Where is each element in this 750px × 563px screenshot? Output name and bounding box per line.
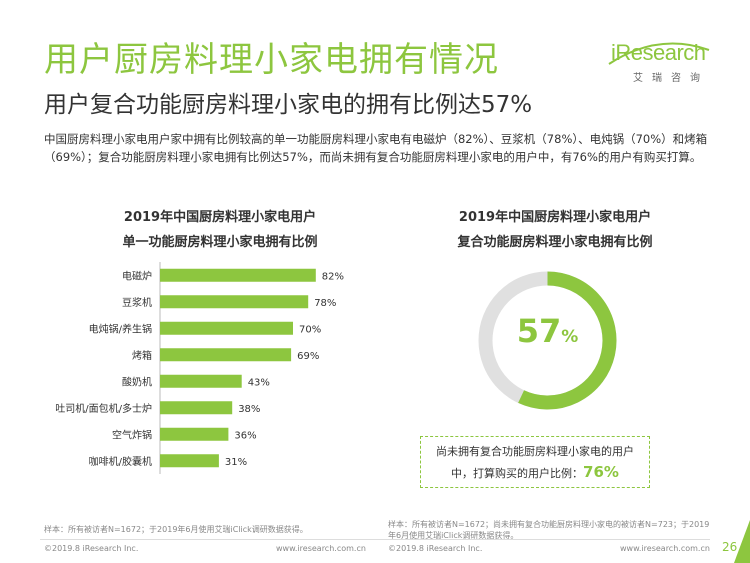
donut-slice-owned <box>518 271 617 410</box>
note-line-2-text: 中，打算购买的用户比例： <box>451 467 584 480</box>
footer-copyright-left: ©2019.8 iResearch Inc. <box>44 544 139 553</box>
donut-chart <box>478 271 617 410</box>
donut-center-number: 57 <box>516 312 562 350</box>
source-note-right: 样本：所有被访者N=1672；尚未拥有复合功能厨房料理小家电的被访者N=723；… <box>388 520 710 540</box>
bar-category-label: 空气炸锅 <box>112 428 152 441</box>
page-number: 26 <box>722 540 738 554</box>
bar-value-label: 31% <box>225 457 247 468</box>
bar <box>160 321 293 335</box>
bar-chart-title-line-1: 2019年中国厨房料理小家电用户 <box>123 210 317 225</box>
bar <box>160 401 233 415</box>
bar-value-label: 82% <box>322 271 344 282</box>
donut-center-label: 57% <box>475 312 620 350</box>
bar-category-label: 电炖锅/养生锅 <box>89 322 152 335</box>
bar <box>160 427 229 441</box>
bar-value-label: 36% <box>234 430 256 441</box>
bar-category-label: 酸奶机 <box>122 375 152 388</box>
source-note-left: 样本：所有被访者N=1672；于2019年6月使用艾瑞iClick调研数据获得。 <box>44 525 308 534</box>
logo-wordmark: iResearch <box>611 40 706 65</box>
bar-chart: 电磁炉 82% 豆浆机 78% 电炖锅/养生锅 70% 烤箱 69% 酸奶机 43% 吐司机/面包机… <box>55 262 344 474</box>
bar-chart-title: 2019年中国厨房料理小家电用户 单一功能厨房料理小家电拥有比例 <box>70 205 370 255</box>
bar-category-label: 豆浆机 <box>122 296 152 309</box>
logo-subtitle: 艾瑞咨询 <box>633 73 709 84</box>
bar-value-label: 70% <box>299 324 321 335</box>
donut-center-unit: % <box>561 327 579 347</box>
bar-value-label: 69% <box>297 351 319 362</box>
bar-category-label: 吐司机/面包机/多士炉 <box>55 402 152 415</box>
bar <box>160 348 292 362</box>
page-subtitle: 用户复合功能厨房料理小家电的拥有比例达57% <box>44 92 533 118</box>
note-line-2: 中，打算购买的用户比例：76% <box>421 462 649 484</box>
note-value: 76% <box>583 463 619 481</box>
page-title: 用户厨房料理小家电拥有情况 <box>44 40 499 80</box>
bar <box>160 295 309 309</box>
donut-chart-title: 2019年中国厨房料理小家电用户 复合功能厨房料理小家电拥有比例 <box>395 205 715 255</box>
bar <box>160 374 242 388</box>
purchase-intent-note: 尚未拥有复合功能厨房料理小家电的用户 中，打算购买的用户比例：76% <box>420 436 650 488</box>
iresearch-logo: iResearch 艾瑞咨询 <box>603 38 713 88</box>
footer-divider <box>40 539 710 540</box>
note-line-1: 尚未拥有复合功能厨房料理小家电的用户 <box>436 445 634 458</box>
bar <box>160 454 219 468</box>
footer-copyright-right: ©2019.8 iResearch Inc. <box>388 544 483 553</box>
intro-paragraph: 中国厨房料理小家电用户家中拥有比例较高的单一功能厨房料理小家电有电磁炉（82%）… <box>44 132 708 164</box>
bar-value-label: 43% <box>248 377 270 388</box>
bar-category-label: 咖啡机/胶囊机 <box>89 455 152 468</box>
donut-chart-title-line-2: 复合功能厨房料理小家电拥有比例 <box>457 235 653 250</box>
bar-value-label: 78% <box>314 298 336 309</box>
footer-url-left: www.iresearch.com.cn <box>276 544 366 553</box>
bar <box>160 268 316 282</box>
logo-arc-icon <box>608 42 710 65</box>
bar-chart-title-line-2: 单一功能厨房料理小家电拥有比例 <box>122 235 318 250</box>
bar-value-label: 38% <box>238 404 260 415</box>
footer-url-right: www.iresearch.com.cn <box>620 544 710 553</box>
corner-accent <box>734 520 750 563</box>
bar-category-label: 电磁炉 <box>122 269 152 282</box>
donut-chart-title-line-1: 2019年中国厨房料理小家电用户 <box>458 210 652 225</box>
bar-category-label: 烤箱 <box>132 349 152 362</box>
